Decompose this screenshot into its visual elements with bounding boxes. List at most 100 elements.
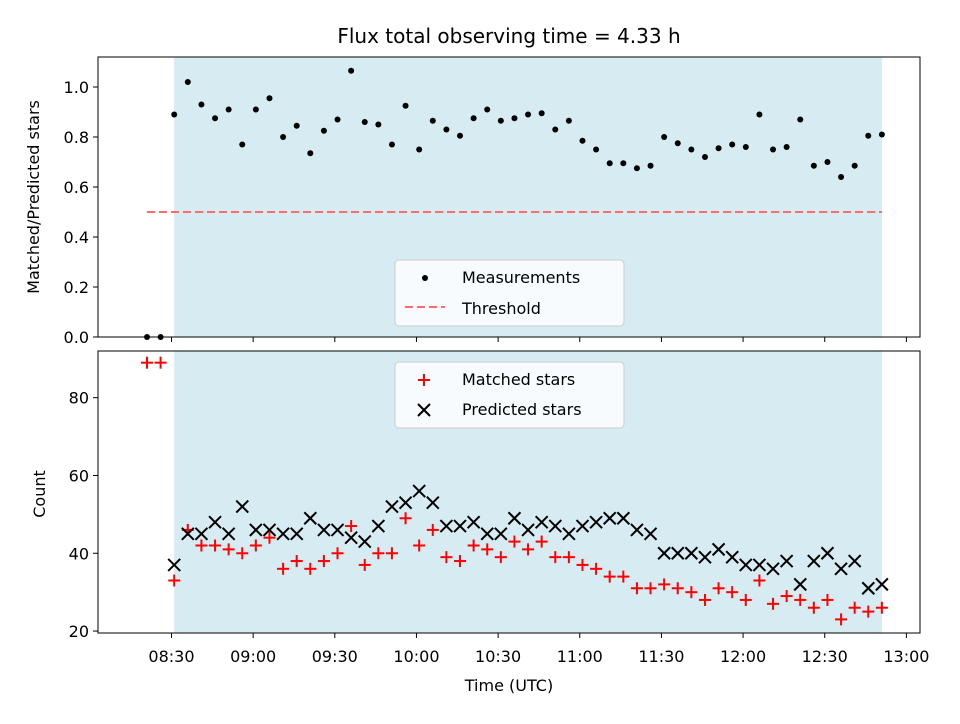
measurement-point (565, 117, 572, 124)
predicted-star-point (752, 558, 767, 572)
matched-star-point (345, 520, 358, 533)
matched-star-point (168, 574, 181, 587)
predicted-star-point (698, 550, 712, 564)
count-x-tick-label: 09:30 (312, 647, 358, 666)
matched-star-point (658, 578, 671, 591)
predicted-star-point (548, 519, 562, 533)
predicted-star-point (453, 519, 467, 533)
predicted-star-point (439, 519, 454, 533)
matched-star-point (862, 605, 875, 618)
measurement-point (348, 67, 355, 74)
matched-star-point (794, 593, 807, 606)
matched-star-point (331, 547, 344, 560)
matched-star-point (317, 555, 330, 568)
predicted-star-point (276, 527, 290, 541)
measurement-point (674, 140, 681, 147)
matched-star-point (630, 582, 643, 595)
matched-star-point (263, 531, 276, 544)
matched-star-point (767, 597, 780, 610)
matched-star-point (304, 562, 317, 575)
ratio-legend-box (394, 259, 625, 327)
predicted-star-point (766, 562, 780, 576)
count-x-tick-label: 11:30 (638, 647, 684, 666)
count-panel-frame (97, 350, 921, 634)
matched-star-point (698, 593, 711, 606)
matched-star-point (236, 547, 249, 560)
measurement-point (878, 131, 885, 138)
measurement-point (552, 126, 559, 133)
matched-star-point (685, 586, 698, 599)
matched-star-point (726, 586, 739, 599)
measurement-point (361, 119, 368, 125)
measurement-point (307, 150, 314, 157)
legend-measurements-label: Measurements (462, 268, 580, 287)
ratio-legend: Measurements Threshold (394, 259, 625, 327)
matched-star-point (807, 601, 820, 614)
predicted-star-point (221, 527, 236, 541)
measurement-point (579, 137, 586, 144)
measurement-point (484, 106, 491, 113)
measurement-point (293, 122, 300, 129)
legend-matched-label: Matched stars (462, 370, 575, 389)
measurement-point (865, 132, 872, 139)
predicted-star-point (317, 523, 331, 537)
predicted-star-point (385, 499, 399, 514)
measurement-point (252, 106, 259, 113)
matched-star-point (195, 539, 208, 552)
predicted-star-point (235, 499, 249, 514)
measurement-point (606, 160, 613, 167)
matched-star-point (522, 543, 535, 556)
count-x-tick-label: 09:00 (230, 647, 276, 666)
count-x-tick-label: 12:00 (720, 647, 766, 666)
measurement-point (171, 111, 178, 118)
predicted-star-point (466, 515, 481, 529)
predicted-star-point (208, 515, 222, 529)
predicted-star-point (494, 527, 508, 541)
matched-star-point (590, 562, 603, 575)
matched-star-point (249, 539, 262, 552)
predicted-star-point (834, 562, 848, 576)
measurement-point (701, 154, 708, 160)
predicted-star-point (847, 554, 862, 568)
predicted-star-point (793, 577, 807, 592)
predicted-star-point (181, 527, 195, 541)
count-y-tick-label: 60 (69, 466, 89, 485)
predicted-star-point (875, 577, 889, 592)
measurement-point (688, 146, 695, 153)
count-x-tick-label: 13:00 (883, 647, 929, 666)
predicted-star-point (507, 511, 522, 525)
predicted-star-point (480, 527, 494, 541)
legend-predicted-marker (417, 403, 431, 417)
count-x-tick-label: 10:30 (475, 647, 521, 666)
ratio-y-tick-label: 1.0 (64, 78, 89, 97)
matched-star-point (617, 570, 630, 583)
count-y-tick-label: 40 (69, 544, 89, 563)
matched-star-point (780, 590, 793, 603)
matched-star-point (508, 535, 521, 548)
predicted-star-point (303, 511, 318, 525)
matched-star-point (576, 558, 589, 571)
matched-star-point (739, 593, 752, 606)
count-legend-box (394, 361, 625, 429)
predicted-star-point (330, 523, 345, 537)
matched-star-point (848, 601, 861, 614)
predicted-star-point (739, 558, 753, 572)
matched-star-point (671, 582, 684, 595)
ratio-y-tick-label: 0.2 (64, 278, 89, 297)
measurement-point (715, 145, 722, 152)
ratio-y-axis-label: Matched/Predicted stars (24, 100, 43, 294)
predicted-star-point (616, 511, 631, 525)
predicted-star-point (521, 523, 535, 537)
measurement-point (633, 165, 640, 172)
matched-star-point (562, 551, 575, 564)
matched-star-point (644, 582, 657, 595)
measurement-point (470, 115, 477, 122)
matched-star-point (209, 539, 222, 552)
predicted-star-point (194, 527, 209, 541)
measurement-point (225, 106, 232, 113)
matched-star-point (712, 582, 725, 595)
measurement-point (320, 127, 327, 134)
measurement-point (838, 174, 845, 180)
matched-star-point (413, 539, 426, 552)
